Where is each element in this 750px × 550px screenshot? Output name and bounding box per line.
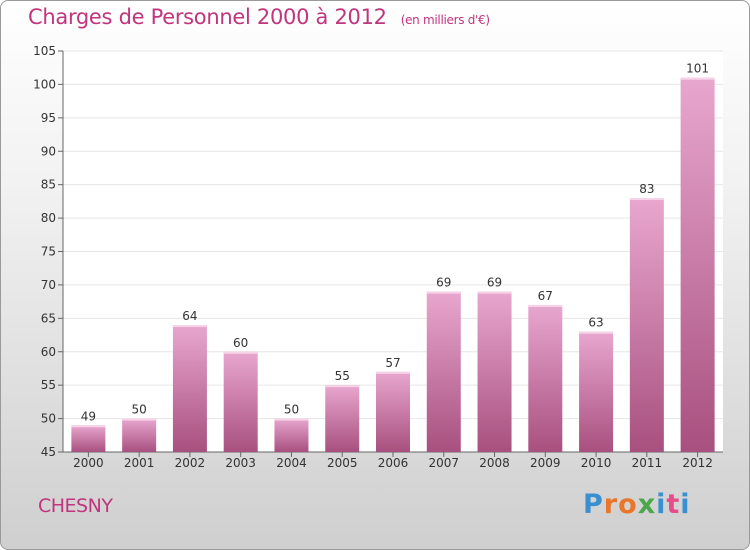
bar-value-label: 55 bbox=[335, 369, 350, 383]
bar-value-label: 64 bbox=[182, 309, 197, 323]
bar-highlight bbox=[274, 418, 309, 421]
x-tick-label: 2000 bbox=[73, 456, 104, 470]
y-tick-label: 65 bbox=[41, 311, 56, 325]
bar bbox=[122, 418, 157, 452]
bar bbox=[223, 351, 258, 452]
y-tick-label: 105 bbox=[33, 44, 56, 58]
bar-value-label: 49 bbox=[81, 409, 96, 423]
x-tick-label: 2009 bbox=[530, 456, 561, 470]
bar-value-label: 50 bbox=[284, 403, 299, 417]
bar-highlight bbox=[223, 351, 258, 354]
bar-highlight bbox=[680, 77, 715, 80]
bar bbox=[376, 371, 410, 452]
y-tick-label: 45 bbox=[41, 445, 56, 459]
x-tick-label: 2007 bbox=[428, 456, 459, 470]
x-tick-label: 2001 bbox=[124, 456, 155, 470]
y-tick-label: 70 bbox=[41, 278, 56, 292]
x-tick-label: 2008 bbox=[479, 456, 510, 470]
bar-highlight bbox=[325, 385, 360, 388]
bar-value-label: 50 bbox=[132, 403, 147, 417]
x-tick-label: 2003 bbox=[225, 456, 256, 470]
bar-highlight bbox=[122, 418, 157, 421]
bar bbox=[579, 331, 614, 452]
y-tick-label: 55 bbox=[41, 378, 56, 392]
bar-value-label: 57 bbox=[385, 356, 400, 370]
proxiti-logo: Proxiti bbox=[583, 489, 691, 520]
chart-title-text: Charges de Personnel 2000 à 2012 bbox=[28, 5, 387, 29]
chart-subtitle: (en milliers d'€) bbox=[400, 13, 490, 27]
bar-value-label: 63 bbox=[588, 316, 603, 330]
y-tick-label: 60 bbox=[41, 345, 56, 359]
commune-name: CHESNY bbox=[38, 495, 113, 517]
x-tick-label: 2006 bbox=[378, 456, 409, 470]
bar bbox=[172, 325, 207, 452]
y-tick-label: 50 bbox=[41, 412, 56, 426]
bar-highlight bbox=[477, 291, 512, 294]
x-tick-label: 2010 bbox=[581, 456, 612, 470]
bar bbox=[71, 425, 106, 452]
bar bbox=[629, 198, 664, 452]
bar-highlight bbox=[376, 371, 410, 374]
bar bbox=[325, 385, 360, 452]
bar-value-label: 83 bbox=[639, 182, 654, 196]
x-tick-label: 2002 bbox=[175, 456, 206, 470]
y-tick-label: 75 bbox=[41, 245, 56, 259]
bar bbox=[274, 418, 309, 452]
y-tick-label: 85 bbox=[41, 178, 56, 192]
bar-highlight bbox=[629, 198, 664, 201]
y-tick-label: 100 bbox=[33, 77, 56, 91]
chart-title: Charges de Personnel 2000 à 2012 (en mill… bbox=[28, 5, 490, 29]
bar bbox=[477, 291, 512, 452]
x-tick-label: 2011 bbox=[632, 456, 663, 470]
x-tick-label: 2005 bbox=[327, 456, 358, 470]
y-tick-label: 95 bbox=[41, 111, 56, 125]
bar-value-label: 69 bbox=[436, 276, 451, 290]
y-tick-label: 90 bbox=[41, 144, 56, 158]
bar-highlight bbox=[426, 291, 461, 294]
bar-value-label: 69 bbox=[487, 276, 502, 290]
bar bbox=[426, 291, 461, 452]
bar-value-label: 101 bbox=[686, 62, 709, 76]
bar bbox=[680, 77, 715, 452]
bar-highlight bbox=[579, 331, 614, 334]
x-tick-label: 2012 bbox=[682, 456, 713, 470]
bar-highlight bbox=[71, 425, 106, 428]
bar-value-label: 60 bbox=[233, 336, 248, 350]
bar-highlight bbox=[172, 325, 207, 328]
bar-value-label: 67 bbox=[538, 289, 553, 303]
x-tick-label: 2004 bbox=[276, 456, 307, 470]
bar-highlight bbox=[528, 304, 563, 307]
y-tick-label: 80 bbox=[41, 211, 56, 225]
bar bbox=[528, 304, 563, 452]
